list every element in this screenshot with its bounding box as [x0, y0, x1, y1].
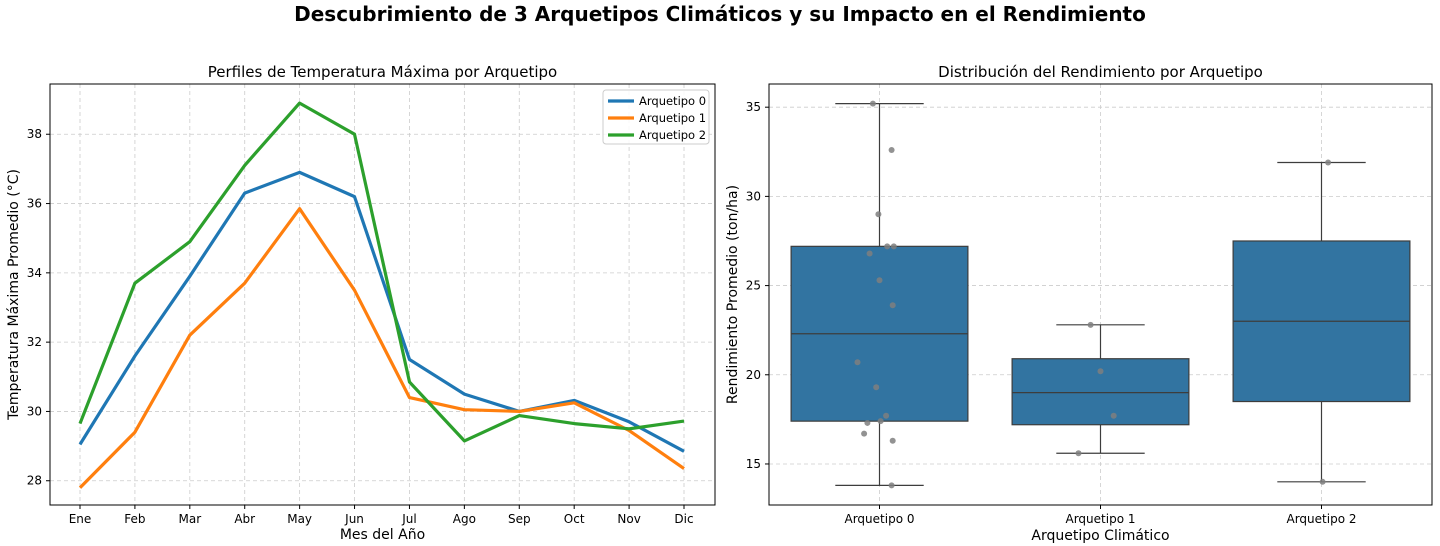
chart-title: Distribución del Rendimiento por Arqueti… [938, 63, 1263, 81]
data-point [884, 243, 891, 250]
data-point [1110, 412, 1117, 419]
data-point [890, 243, 897, 250]
data-point [1075, 450, 1082, 457]
data-point [888, 147, 895, 154]
data-point [1319, 478, 1326, 485]
x-tick-label: Arquetipo 2 [1287, 512, 1357, 526]
x-tick-label: Arquetipo 1 [1066, 512, 1136, 526]
box-2 [1232, 161, 1411, 483]
x-axis-label: Arquetipo Climático [1031, 528, 1169, 544]
data-point [866, 250, 873, 257]
y-tick-label: 30 [27, 404, 42, 418]
series-line-arquetipo-2 [78, 101, 685, 443]
y-tick-label: 32 [27, 335, 42, 349]
y-tick-label: 20 [746, 368, 761, 382]
y-axis-label: Rendimiento Promedio (ton/ha) [725, 185, 741, 404]
y-tick-label: 30 [746, 189, 761, 203]
data-point [876, 277, 883, 284]
y-tick-label: 15 [746, 457, 761, 471]
y-tick-label: 25 [746, 279, 761, 293]
data-point [1325, 159, 1332, 166]
chart-title: Perfiles de Temperatura Máxima por Arque… [208, 63, 557, 81]
data-point [888, 482, 895, 489]
x-tick-label: Mar [178, 512, 201, 526]
y-tick-label: 34 [27, 266, 42, 280]
plot-frame [49, 83, 716, 506]
x-tick-label: Arquetipo 0 [845, 512, 915, 526]
data-point [861, 430, 868, 437]
data-point [875, 211, 882, 218]
x-tick-label: Ene [69, 512, 92, 526]
legend-box [602, 89, 710, 145]
data-point [1097, 368, 1104, 375]
box-0 [790, 103, 969, 486]
x-tick-label: Oct [564, 512, 585, 526]
legend: Arquetipo 0 Arquetipo 1 Arquetipo 2 [602, 89, 710, 145]
data-point [864, 419, 871, 426]
data-point [877, 418, 884, 425]
y-tick-label: 38 [27, 127, 42, 141]
x-tick-label: Abr [234, 512, 255, 526]
y-tick-label: 36 [27, 197, 42, 211]
x-tick-label: Nov [617, 512, 640, 526]
x-tick-label: Dic [674, 512, 693, 526]
y-tick-label: 35 [746, 100, 761, 114]
data-point [854, 359, 861, 366]
legend-label: Arquetipo 2 [639, 128, 706, 142]
x-tick-label: Sep [508, 512, 531, 526]
data-point [889, 437, 896, 444]
x-tick-label: Ago [453, 512, 476, 526]
x-tick-label: Feb [124, 512, 145, 526]
y-axis-label: Temperatura Máxima Promedio (°C) [6, 169, 22, 421]
figure-title: Descubrimiento de 3 Arquetipos Climático… [294, 2, 1146, 26]
legend-label: Arquetipo 1 [639, 111, 706, 125]
x-tick-label: Jun [344, 512, 364, 526]
data-point [889, 302, 896, 309]
plot-area [50, 84, 715, 505]
x-tick-label: Jul [401, 512, 416, 526]
series-line-arquetipo-1 [78, 207, 685, 489]
series-line-arquetipo-0 [78, 170, 685, 453]
x-axis-label: Mes del Año [340, 527, 425, 543]
data-point [873, 384, 880, 391]
line-chart-panel: Ene Feb Mar Abr May Jun Jul Ago Sep Oct Nov Dic 28 30… [6, 63, 716, 543]
x-tick-label: May [287, 512, 312, 526]
box-chart-panel: Arquetipo 0 Arquetipo 1 Arquetipo 2 15 20 25 3… [725, 63, 1433, 544]
y-tick-label: 28 [27, 474, 42, 488]
data-point [869, 100, 876, 107]
data-point [883, 412, 890, 419]
legend-label: Arquetipo 0 [639, 94, 706, 108]
data-point [1087, 321, 1094, 328]
